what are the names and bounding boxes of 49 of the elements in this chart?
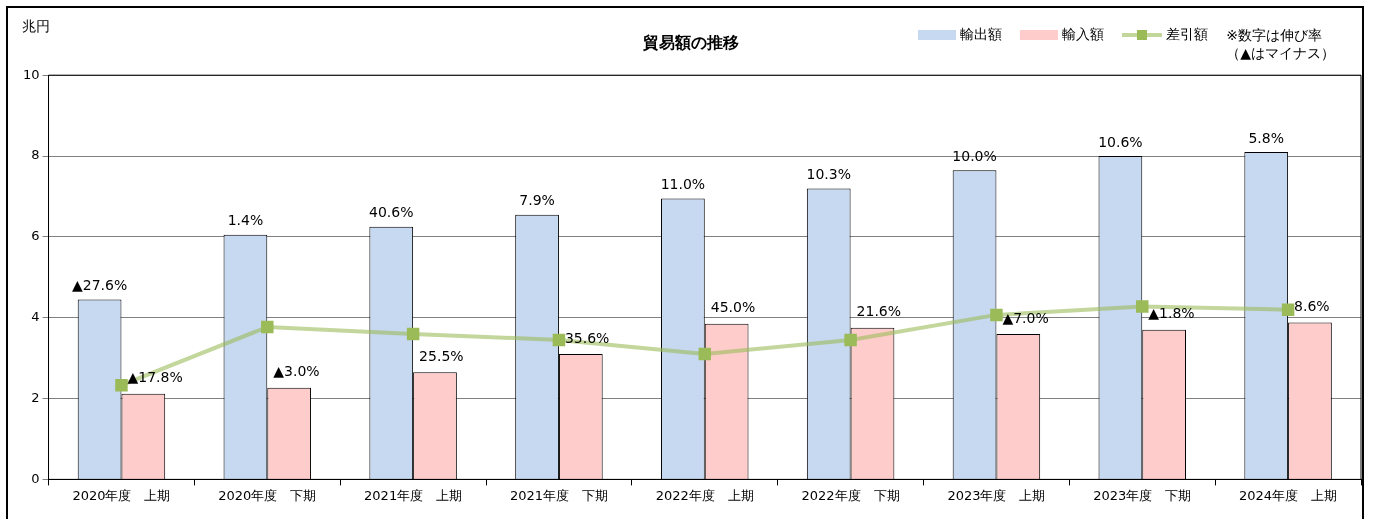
annotation: ▲7.0% <box>1002 309 1049 326</box>
point <box>552 333 566 347</box>
y-tick-label: 4 <box>31 309 40 325</box>
y-tick-label: 8 <box>31 147 40 163</box>
annotation: 8.6% <box>1294 298 1330 315</box>
y-tick-label: 10 <box>23 66 40 82</box>
x-tick-label: 2021年度 上期 <box>364 487 463 503</box>
legend-label: 差引額 <box>1166 26 1209 44</box>
x-tick-label: 2020年度 下期 <box>218 487 317 503</box>
x-tick-label: 2020年度 上期 <box>72 487 171 503</box>
annotation: 45.0% <box>710 299 756 316</box>
y-tick-label: 2 <box>31 389 40 405</box>
text: ※数字は伸び率 <box>1226 26 1323 44</box>
annotation: ▲27.6% <box>71 277 128 294</box>
annotation: 21.6% <box>856 303 902 320</box>
point <box>261 320 274 334</box>
x-tick-label: 2023年度 上期 <box>947 487 1046 503</box>
x-tick-label: 2023年度 下期 <box>1093 487 1192 503</box>
y-axis-title: 兆円 <box>22 17 50 34</box>
annotation: 10.3% <box>806 166 851 183</box>
annotation: 40.6% <box>369 204 414 221</box>
y-tick-label: 0 <box>31 470 40 486</box>
annotation: 35.6% <box>564 329 610 346</box>
legend-label: 輸入額 <box>1062 26 1105 44</box>
x-tick-label: 2022年度 下期 <box>801 487 900 503</box>
point <box>406 327 420 341</box>
y-tick-label: 6 <box>31 228 40 244</box>
annotation: ▲3.0% <box>273 363 320 380</box>
annotation: 10.0% <box>952 147 997 164</box>
annotation: ▲17.8% <box>127 369 183 386</box>
x-tick-label: 2022年度 上期 <box>655 487 754 503</box>
point <box>1281 303 1295 316</box>
point <box>698 347 712 361</box>
text: （▲はマイナス） <box>1226 44 1335 62</box>
annotation: 7.9% <box>519 192 555 209</box>
annotation: 5.8% <box>1248 129 1284 146</box>
annotation: 11.0% <box>660 176 706 193</box>
chart-title: 貿易額の推移 <box>641 32 739 52</box>
point <box>115 378 128 392</box>
annotation: 1.4% <box>227 212 264 229</box>
x-tick-label: 2021年度 下期 <box>509 487 608 503</box>
annotation: ▲1.8% <box>1148 305 1195 322</box>
legend-label: 輸出額 <box>960 26 1003 44</box>
annotation: 10.6% <box>1098 133 1143 150</box>
annotation: 25.5% <box>419 347 464 364</box>
point <box>1136 300 1149 313</box>
point <box>844 333 857 347</box>
x-tick-label: 2024年度 上期 <box>1239 487 1338 503</box>
point <box>990 308 1003 322</box>
